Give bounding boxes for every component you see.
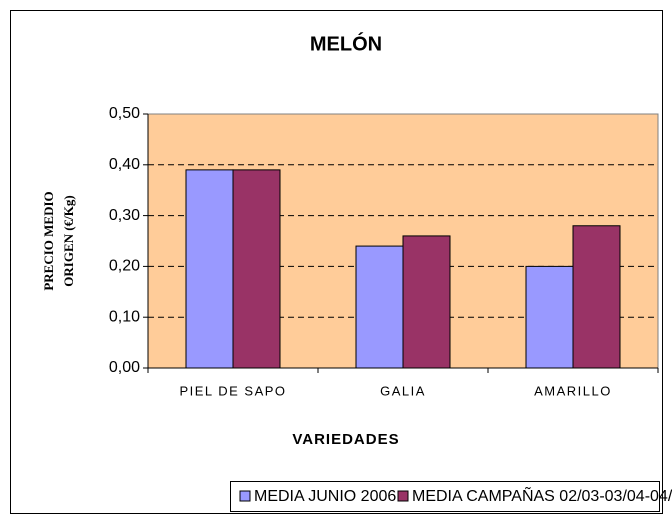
y-tick-label: 0,10	[109, 308, 140, 325]
y-tick-label: 0,30	[109, 207, 140, 224]
y-axis-title-line: ORIGEN (€/Kg)	[61, 195, 76, 286]
bar	[232, 169, 281, 369]
bar	[402, 235, 451, 369]
bar	[355, 245, 404, 369]
x-tick-label: GALIA	[380, 383, 426, 398]
x-tick-label: AMARILLO	[534, 383, 612, 398]
y-axis-title: PRECIO MEDIO ORIGEN (€/Kg)	[41, 191, 76, 290]
y-tick-label: 0,50	[109, 105, 140, 122]
y-tick-label: 0,00	[109, 359, 140, 376]
chart-title: MELÓN	[310, 31, 382, 55]
bar	[525, 265, 574, 369]
legend-swatch	[397, 490, 409, 502]
legend-label: MEDIA JUNIO 2006	[254, 488, 396, 505]
legend-swatch	[239, 490, 251, 502]
x-tick-label: PIEL DE SAPO	[179, 383, 286, 398]
y-axis-title-line: PRECIO MEDIO	[41, 191, 56, 290]
x-axis-title: VARIEDADES	[292, 431, 399, 448]
bar	[185, 169, 234, 369]
legend-box	[230, 481, 660, 512]
y-tick-label: 0,20	[109, 258, 140, 275]
y-tick-label: 0,40	[109, 156, 140, 173]
legend-label: MEDIA CAMPAÑAS 02/03-03/04-04/05	[412, 485, 672, 505]
bar	[572, 225, 621, 369]
